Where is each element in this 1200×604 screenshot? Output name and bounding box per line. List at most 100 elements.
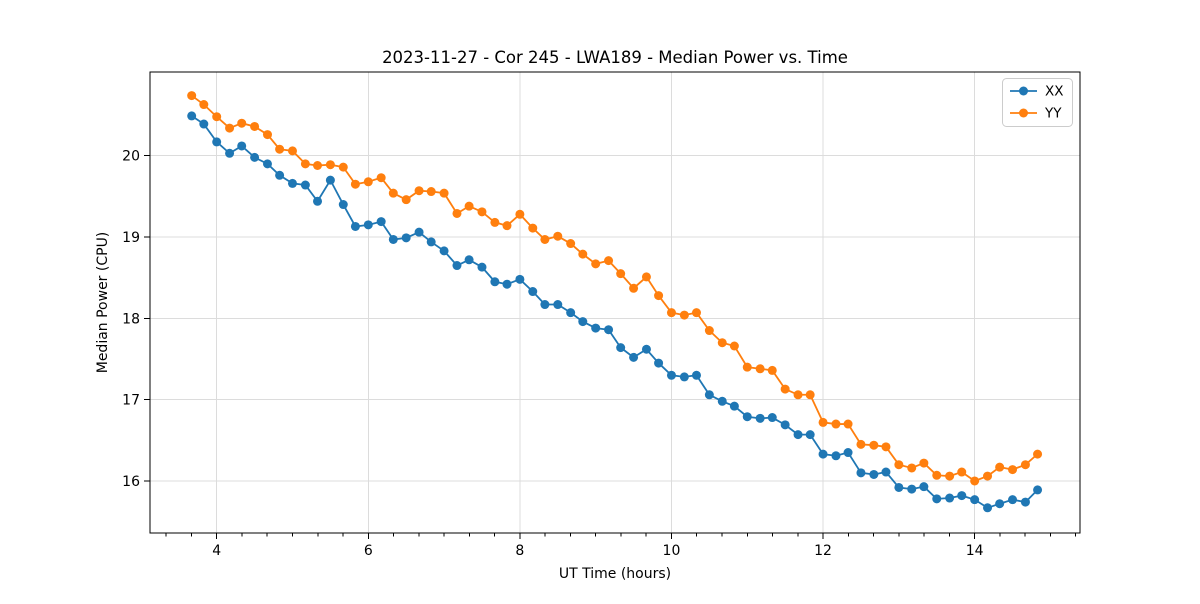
data-point [1020,497,1030,507]
data-point [945,471,955,481]
data-point [388,188,398,198]
data-point [578,249,588,259]
data-point [1008,495,1018,505]
data-point [919,482,929,492]
data-point [528,287,538,297]
data-point [225,148,235,158]
data-point [894,460,904,470]
axes-spines [149,71,1081,534]
data-point [187,111,197,121]
data-point [187,91,197,101]
data-point [262,130,272,140]
data-point [894,482,904,492]
x-tick-label: 10 [663,543,681,559]
plot-area: 4 6 8 10 12 14 16 17 18 19 20 XX YY [122,71,1081,559]
y-tick-label: 20 [122,149,140,165]
data-point [616,343,626,353]
data-point [831,451,841,461]
data-point [666,370,676,380]
data-point [869,440,879,450]
data-point [843,419,853,429]
data-point [793,430,803,440]
data-point [691,370,701,380]
data-point [1033,485,1043,495]
data-point [945,493,955,503]
data-point [553,231,563,241]
data-point [780,420,790,430]
data-point [350,221,360,231]
data-point [325,175,335,185]
data-point [919,458,929,468]
data-point [426,187,436,197]
data-point [275,170,285,180]
grid [150,72,1080,533]
data-point [426,237,436,247]
data-point [212,137,222,147]
y-tick-label: 17 [122,393,140,409]
data-point [629,283,639,293]
data-point [604,325,614,335]
data-point [641,272,651,282]
y-tick-label: 19 [122,230,140,246]
data-point [338,162,348,172]
data-point [540,300,550,310]
data-point [995,499,1005,509]
data-point [1020,460,1030,470]
series-XX [187,111,1043,513]
data-point [300,159,310,169]
data-point [237,118,247,128]
data-point [641,344,651,354]
data-point [717,396,727,406]
data-point [300,180,310,190]
legend: XX YY [1002,78,1073,127]
data-point [376,173,386,183]
data-point [388,234,398,244]
data-point [881,467,891,477]
data-point [805,430,815,440]
data-point [970,495,980,505]
x-tick-label: 4 [212,543,221,559]
data-point [907,484,917,494]
data-point [376,217,386,227]
data-point [199,100,209,110]
data-point [957,467,967,477]
data-point [250,121,260,131]
legend-label: XX [1045,84,1064,100]
data-point [604,256,614,266]
data-point [629,352,639,362]
data-point [212,112,222,122]
data-point [1008,465,1018,475]
y-axis-label: Median Power (CPU) [95,232,111,374]
data-point [983,503,993,513]
data-point [515,274,525,284]
x-axis-label: UT Time (hours) [559,566,671,582]
data-point [793,390,803,400]
data-point [907,463,917,473]
data-point [401,195,411,205]
data-point [742,412,752,422]
data-point [932,494,942,504]
data-point [755,413,765,423]
x-tick-label: 8 [515,543,524,559]
data-point [755,364,765,374]
data-point [553,300,563,310]
data-point [932,470,942,480]
data-point [983,471,993,481]
data-point [881,442,891,452]
data-point [742,362,752,372]
data-point [414,186,424,196]
data-point [490,277,500,287]
data-point [464,201,474,211]
data-point [717,338,727,348]
data-point [869,469,879,479]
x-tick-label: 14 [966,543,984,559]
data-point [540,234,550,244]
data-point [679,310,689,320]
data-point [566,308,576,318]
data-point [995,462,1005,472]
data-point [566,239,576,249]
data-point [363,177,373,187]
data-point [654,291,664,301]
